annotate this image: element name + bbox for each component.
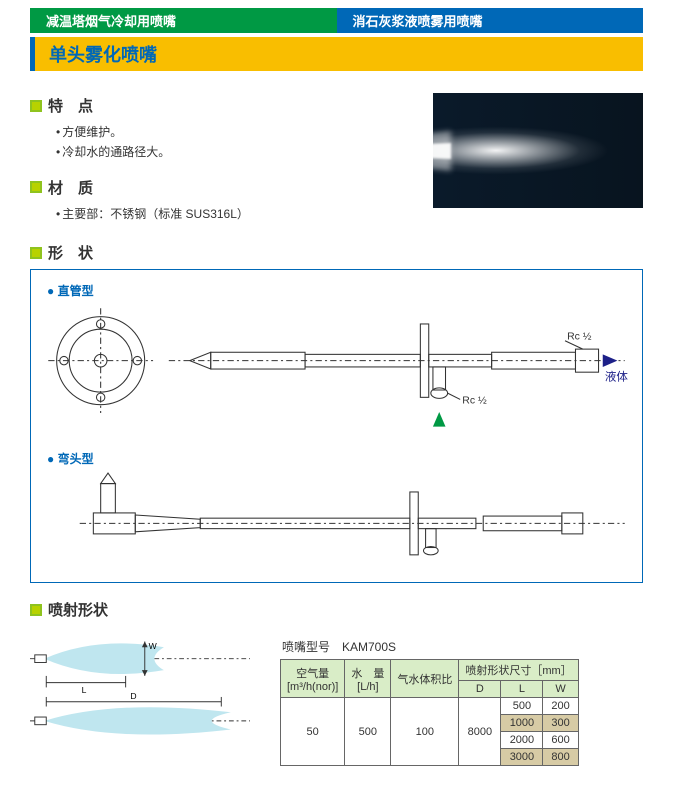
svg-text:W: W <box>149 641 158 651</box>
spec-table-area: 喷嘴型号 KAM700S 空气量[m³/h(nor)] 水 量[L/h] 气水体… <box>280 630 643 766</box>
straight-type-diagram: Rc ½ 液体 Rc ½ 空气 <box>43 303 630 429</box>
shape-type2-label: ● 弯头型 <box>47 450 630 467</box>
material-heading: 材 质 <box>48 177 93 198</box>
shape-heading: 形 状 <box>48 242 93 263</box>
th-air: 空气量[m³/h(nor)] <box>281 660 345 698</box>
model-caption: 喷嘴型号 KAM700S <box>282 638 643 655</box>
bullet-icon <box>30 247 42 259</box>
tab-green: 减温塔烟气冷却用喷嘴 <box>30 8 337 33</box>
material-list: 主要部：不锈钢（标准 SUS316L） <box>56 204 409 224</box>
svg-text:液体: 液体 <box>605 370 629 384</box>
section-features: 特 点 <box>30 95 409 116</box>
svg-text:Rc ½: Rc ½ <box>567 332 592 343</box>
page-title: 单头雾化喷嘴 <box>30 37 643 71</box>
bullet-icon <box>30 181 42 193</box>
cell-L: 3000 <box>501 749 543 766</box>
bullet-icon <box>30 100 42 112</box>
cell-water: 500 <box>345 698 391 766</box>
cell-L: 2000 <box>501 732 543 749</box>
th-ratio: 气水体积比 <box>391 660 459 698</box>
cell-ratio: 100 <box>391 698 459 766</box>
bent-type-diagram <box>43 471 630 565</box>
spray-heading: 喷射形状 <box>48 599 108 620</box>
th-water: 水 量[L/h] <box>345 660 391 698</box>
bullet-icon <box>30 604 42 616</box>
shape-diagram-box: ● 直管型 Rc ½ 液体 Rc ½ 空气 ● 弯 <box>30 269 643 583</box>
material-item: 主要部：不锈钢（标准 SUS316L） <box>56 204 409 224</box>
svg-text:D: D <box>130 691 136 701</box>
svg-text:L: L <box>82 685 87 695</box>
cell-air: 50 <box>281 698 345 766</box>
th-D: D <box>459 681 501 698</box>
section-spray-shape: 喷射形状 <box>30 599 643 620</box>
cell-W: 300 <box>543 715 578 732</box>
spray-pattern-diagram: W L D <box>30 630 250 748</box>
cell-L: 500 <box>501 698 543 715</box>
cell-W: 600 <box>543 732 578 749</box>
spray-photo <box>433 93 643 208</box>
spec-table: 空气量[m³/h(nor)] 水 量[L/h] 气水体积比 喷射形状尺寸［mm］… <box>280 659 579 766</box>
cell-L: 1000 <box>501 715 543 732</box>
cell-W: 200 <box>543 698 578 715</box>
th-spraydim: 喷射形状尺寸［mm］ <box>459 660 578 681</box>
cell-W: 800 <box>543 749 578 766</box>
tab-blue: 消石灰浆液喷雾用喷嘴 <box>337 8 644 33</box>
section-material: 材 质 <box>30 177 409 198</box>
features-heading: 特 点 <box>48 95 93 116</box>
section-shape: 形 状 <box>30 242 643 263</box>
svg-text:Rc ½: Rc ½ <box>462 396 487 407</box>
th-L: L <box>501 681 543 698</box>
th-W: W <box>543 681 578 698</box>
shape-type1-label: ● 直管型 <box>47 282 630 299</box>
cell-D: 8000 <box>459 698 501 766</box>
